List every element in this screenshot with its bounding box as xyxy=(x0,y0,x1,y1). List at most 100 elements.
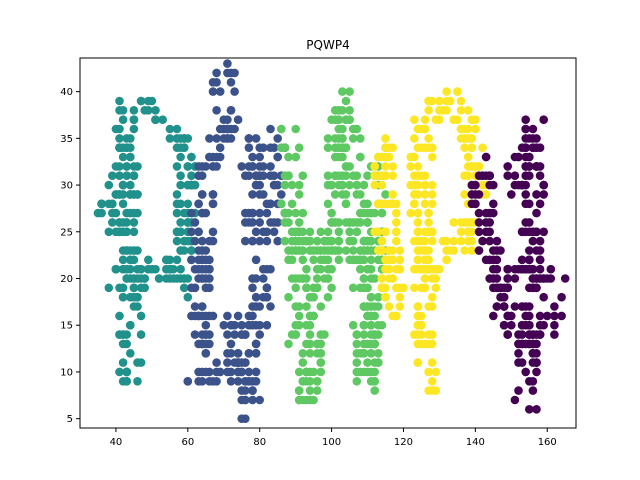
data-point xyxy=(420,180,430,190)
data-point xyxy=(345,162,354,171)
data-point xyxy=(176,227,185,237)
data-point xyxy=(309,255,318,265)
data-point xyxy=(489,311,498,321)
data-point xyxy=(384,152,394,162)
data-point xyxy=(205,134,214,143)
data-point xyxy=(417,143,426,152)
data-point xyxy=(259,171,268,180)
data-point xyxy=(370,208,380,218)
data-point xyxy=(298,208,308,218)
data-point xyxy=(388,274,398,283)
series-0 xyxy=(93,96,203,386)
data-point xyxy=(309,292,318,302)
data-point xyxy=(129,106,139,115)
data-point xyxy=(190,218,200,227)
data-point xyxy=(302,236,311,246)
data-point xyxy=(345,255,354,265)
data-point xyxy=(503,162,512,171)
data-point xyxy=(108,171,117,180)
data-point xyxy=(420,115,430,124)
data-point xyxy=(244,349,254,358)
data-point xyxy=(546,264,556,274)
data-point xyxy=(463,106,473,115)
data-point xyxy=(377,283,387,293)
data-point xyxy=(481,208,491,218)
data-point xyxy=(517,227,527,237)
data-point xyxy=(212,106,221,115)
data-point xyxy=(248,395,257,405)
data-point xyxy=(478,236,487,246)
data-point xyxy=(528,386,538,395)
data-point xyxy=(190,264,200,274)
data-point xyxy=(377,208,387,218)
data-point xyxy=(118,377,128,386)
data-point xyxy=(489,283,498,293)
data-point xyxy=(377,246,387,255)
data-point xyxy=(539,180,548,190)
data-point xyxy=(316,302,326,311)
data-point xyxy=(474,218,484,227)
data-point xyxy=(427,190,437,199)
data-point xyxy=(474,208,484,218)
data-point xyxy=(532,190,541,199)
data-point xyxy=(298,246,308,255)
data-point xyxy=(190,302,200,311)
data-point xyxy=(294,180,304,190)
data-point xyxy=(129,115,139,124)
data-point xyxy=(460,143,469,152)
data-point xyxy=(230,87,239,96)
data-point xyxy=(535,236,545,246)
y-tick-label: 40 xyxy=(60,87,73,98)
data-point xyxy=(410,199,419,209)
data-point xyxy=(381,292,390,302)
data-point xyxy=(388,162,398,171)
data-point xyxy=(442,87,451,96)
data-point xyxy=(287,199,297,209)
series-2 xyxy=(277,87,390,405)
data-point xyxy=(532,405,541,414)
data-point xyxy=(133,190,142,199)
data-point xyxy=(478,171,487,180)
data-point xyxy=(223,311,232,321)
data-point xyxy=(338,134,347,143)
data-point xyxy=(525,283,534,293)
data-point xyxy=(122,218,131,227)
data-point xyxy=(550,320,559,330)
data-point xyxy=(525,152,534,162)
data-point xyxy=(255,143,264,152)
data-point xyxy=(528,349,538,358)
data-point xyxy=(251,339,261,349)
data-point xyxy=(312,264,322,274)
data-point xyxy=(503,264,512,274)
data-point xyxy=(305,386,315,395)
data-point xyxy=(413,171,423,180)
data-point xyxy=(115,134,124,143)
data-point xyxy=(248,152,257,162)
data-point xyxy=(241,395,250,405)
data-point xyxy=(251,255,261,265)
data-point xyxy=(208,377,218,386)
data-point xyxy=(194,255,203,265)
data-point xyxy=(172,236,182,246)
data-point xyxy=(262,236,272,246)
data-point xyxy=(248,236,257,246)
data-point xyxy=(528,227,538,237)
data-point xyxy=(316,339,326,349)
data-point xyxy=(316,367,326,377)
data-point xyxy=(165,134,175,143)
data-point xyxy=(348,134,358,143)
data-point xyxy=(215,152,225,162)
data-point xyxy=(424,134,433,143)
data-point xyxy=(510,274,520,283)
data-point xyxy=(194,227,203,237)
data-point xyxy=(118,199,128,209)
data-point xyxy=(442,255,451,265)
data-point xyxy=(478,180,487,190)
data-point xyxy=(352,330,362,339)
data-point xyxy=(136,330,146,339)
data-point xyxy=(323,199,333,209)
data-point xyxy=(183,236,193,246)
data-point xyxy=(366,255,376,265)
data-point xyxy=(118,339,128,349)
data-point xyxy=(420,171,430,180)
